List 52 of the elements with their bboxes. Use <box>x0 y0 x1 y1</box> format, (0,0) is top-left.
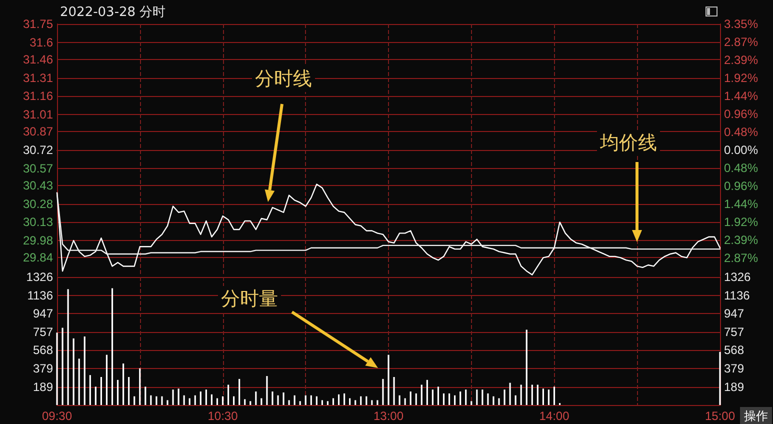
y-tick-label: 568 <box>32 343 54 358</box>
y-tick-label: 31.01 <box>22 108 54 122</box>
y2-tick-label: 1326 <box>724 270 752 284</box>
y-tick-label: 30.87 <box>22 124 54 139</box>
y-tick-label: 189 <box>32 380 54 394</box>
y-tick-label: 31.46 <box>22 52 54 66</box>
annotation: 分时线 <box>252 66 315 92</box>
y-tick-label: 29.98 <box>22 234 54 248</box>
y2-tick-label: 2.39% <box>724 53 758 68</box>
y2-tick-label: 0.96% <box>724 179 758 194</box>
y2-tick-label: 0.48% <box>724 161 758 176</box>
y2-tick-label: 3.35% <box>724 17 758 31</box>
y-tick-label: 30.28 <box>22 196 54 211</box>
y-tick-label: 31.16 <box>22 89 54 104</box>
x-tick-label: 15:00 <box>704 409 736 423</box>
y-tick-label: 31.31 <box>22 70 54 85</box>
y-tick-label: 1136 <box>27 288 54 302</box>
x-tick-label: 10:30 <box>208 409 238 423</box>
y-tick-label: 947 <box>32 306 54 321</box>
y2-tick-label: 2.87% <box>724 35 758 50</box>
y2-tick-label: 0.48% <box>724 124 758 139</box>
y2-tick-label: 1.92% <box>724 215 758 230</box>
y2-tick-label: 2.39% <box>724 232 758 247</box>
annotation: 分时量 <box>218 286 281 312</box>
y-tick-label: 31.6 <box>30 35 54 50</box>
y2-tick-label: 0.96% <box>724 106 758 121</box>
y-tick-label: 30.72 <box>22 143 54 157</box>
y2-tick-label: 2.87% <box>724 250 758 265</box>
y-tick-label: 1326 <box>26 270 54 284</box>
x-tick-label: 13:00 <box>373 409 404 423</box>
y2-tick-label: 947 <box>724 306 744 321</box>
y-tick-label: 30.43 <box>22 178 54 192</box>
y2-tick-label: 568 <box>724 343 744 358</box>
annotation: 均价线 <box>597 130 660 156</box>
y2-tick-label: 379 <box>724 361 744 376</box>
y2-tick-label: 189 <box>724 380 744 394</box>
y2-tick-label: 1.44% <box>724 197 758 212</box>
x-tick-label: 09:30 <box>42 409 72 423</box>
y-tick-label: 30.13 <box>22 215 54 230</box>
x-tick-label: 14:00 <box>539 409 570 423</box>
y-tick-label: 29.84 <box>22 250 54 265</box>
y-tick-label: 757 <box>32 324 54 339</box>
chart-title: 2022-03-28 分时 <box>60 4 166 21</box>
text: 操作 <box>740 407 772 424</box>
y-tick-label: 31.75 <box>22 17 54 31</box>
y-tick-label: 379 <box>32 361 54 376</box>
y2-tick-label: 1136 <box>724 288 750 302</box>
y2-tick-label: 1.92% <box>724 70 758 85</box>
y2-tick-label: 757 <box>724 324 744 339</box>
y-tick-label: 30.57 <box>22 161 54 176</box>
y2-tick-label: 0.00% <box>724 143 758 157</box>
y2-tick-label: 1.44% <box>724 88 758 103</box>
